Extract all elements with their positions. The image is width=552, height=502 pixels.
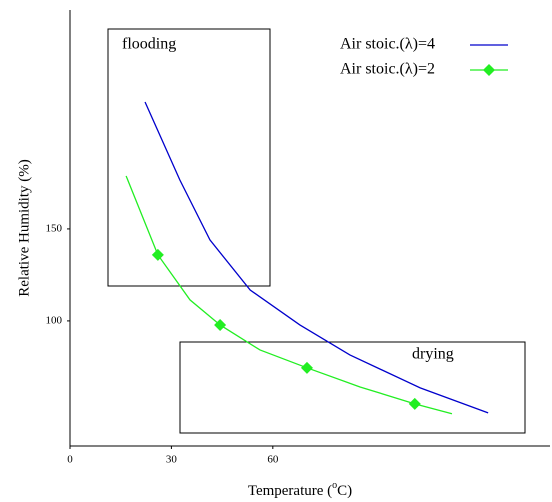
x-label-part: Temperature ( — [248, 483, 332, 499]
marker — [214, 318, 227, 331]
x-axis-label: Temperature (oC) — [248, 480, 352, 499]
x-tick-label: 60 — [267, 454, 279, 466]
legend-label: Air stoic.(λ)=2 — [340, 61, 435, 78]
legend-label: Air stoic.(λ)=4 — [340, 36, 435, 53]
y-tick-label: 150 — [46, 222, 63, 234]
x-label-sup: o — [332, 480, 337, 491]
series-line — [125, 175, 453, 415]
annotation: drying — [412, 346, 454, 363]
flooding-box — [107, 28, 271, 287]
annotation: flooding — [122, 36, 176, 53]
marker — [300, 361, 313, 374]
x-tick-label: 0 — [67, 454, 73, 466]
drying-box — [179, 341, 526, 434]
y-axis-label: Relative Humidity (%) — [16, 159, 32, 296]
x-tick-label: 30 — [166, 454, 178, 466]
legend-marker — [483, 64, 495, 76]
x-label-part: C) — [337, 483, 352, 499]
marker — [408, 397, 421, 410]
series-line — [144, 101, 489, 414]
marker — [151, 248, 164, 261]
y-tick-label: 100 — [46, 314, 63, 326]
